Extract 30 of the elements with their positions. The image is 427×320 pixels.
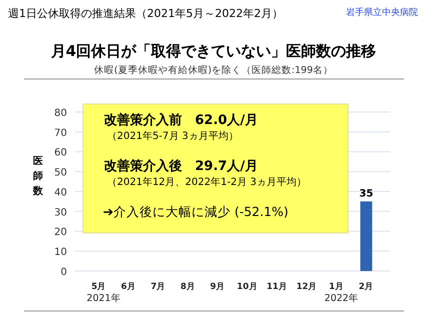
y-tick-label: 20 [54,227,67,238]
x-tick-label: 5月 2021年 [86,281,121,304]
text: 岩手県立中央病院 [346,7,418,18]
y-tick-label: 40 [54,187,67,198]
x-tick-label: 7月 [150,281,166,292]
y-tick-label: 10 [54,247,67,258]
annotation: 改善策介入後 29.7人/月 [104,158,258,174]
x-tick-label: 1月 2022年 [324,281,359,304]
x-tick-label: 11月 [266,281,288,292]
text: 週1日公休取得の推進結果（2021年5月～2022年2月） [8,7,283,20]
x-tick-label: 8月 [180,281,196,292]
x-tick-label: 12月 [296,281,318,292]
annotation: ➔介入後に大幅に減少 (-52.1%) [103,204,288,219]
data-label: 35 [359,188,374,200]
annotation: （2021年5-7月 3ヵ月平均） [107,130,238,142]
x-tick-label: 2月 [358,281,374,292]
y-tick-label: 70 [54,128,67,139]
y-tick-label: 80 [54,108,67,119]
y-axis-title: 医師数 [32,155,44,197]
annotation: 改善策介入前 62.0人/月 [104,112,258,128]
y-tick-label: 0 [60,267,67,278]
chart-subtitle: 休暇(夏季休暇や有給休暇)を除く（医師総数:199名） [94,64,333,76]
y-tick-label: 50 [54,168,67,179]
x-tick-label: 6月 [121,281,136,292]
y-tick-label: 30 [54,207,67,218]
chart-title: 月4回休日が「取得できていない」医師数の推移 [50,42,376,60]
annotation: （2021年12月、2022年1-2月 3ヵ月平均） [107,176,306,188]
y-tick-label: 60 [54,148,67,159]
x-tick-label: 10月 [236,281,258,292]
x-tick-label: 9月 [210,281,226,292]
